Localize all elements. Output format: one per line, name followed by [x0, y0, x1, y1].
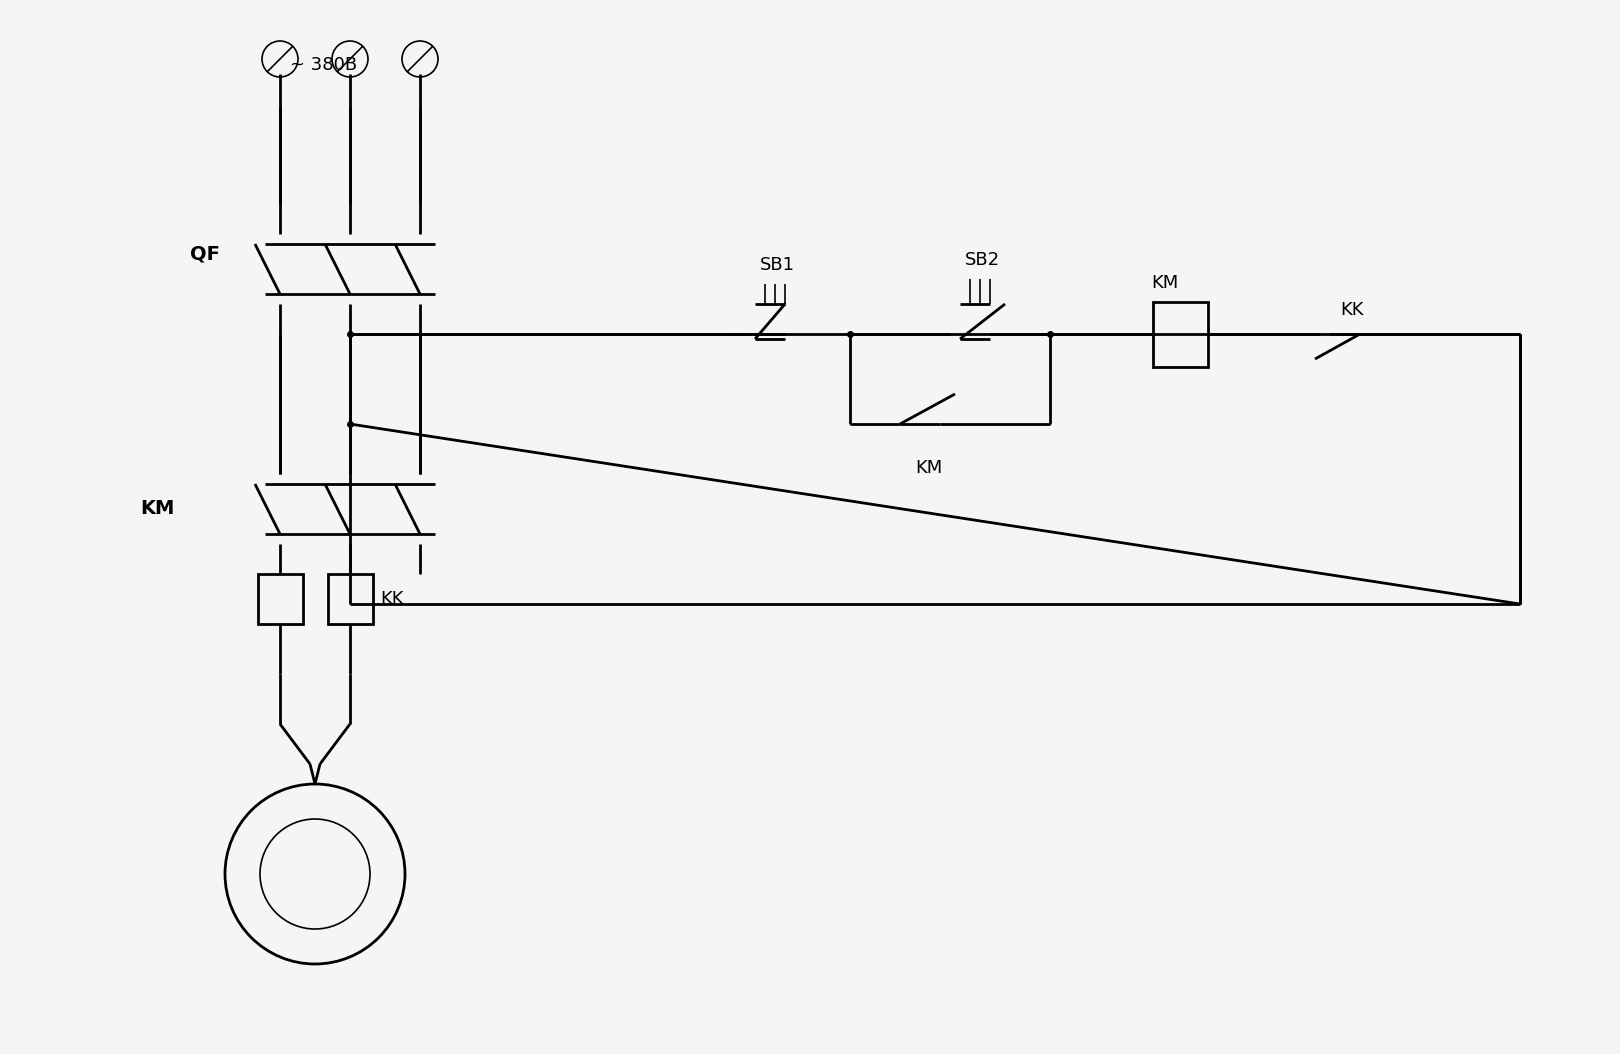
Text: ~ 380B: ~ 380B: [290, 56, 356, 74]
Text: KM: KM: [139, 500, 175, 519]
Bar: [1152, 301, 1207, 367]
Bar: [327, 574, 373, 624]
Text: QF: QF: [190, 245, 220, 264]
Bar: [258, 574, 303, 624]
Text: SB2: SB2: [966, 251, 1000, 269]
Text: KM: KM: [1152, 273, 1179, 292]
Text: KK: KK: [1340, 301, 1364, 319]
Text: SB1: SB1: [760, 256, 795, 274]
Text: KM: KM: [915, 458, 943, 477]
Text: KK: KK: [381, 590, 403, 608]
